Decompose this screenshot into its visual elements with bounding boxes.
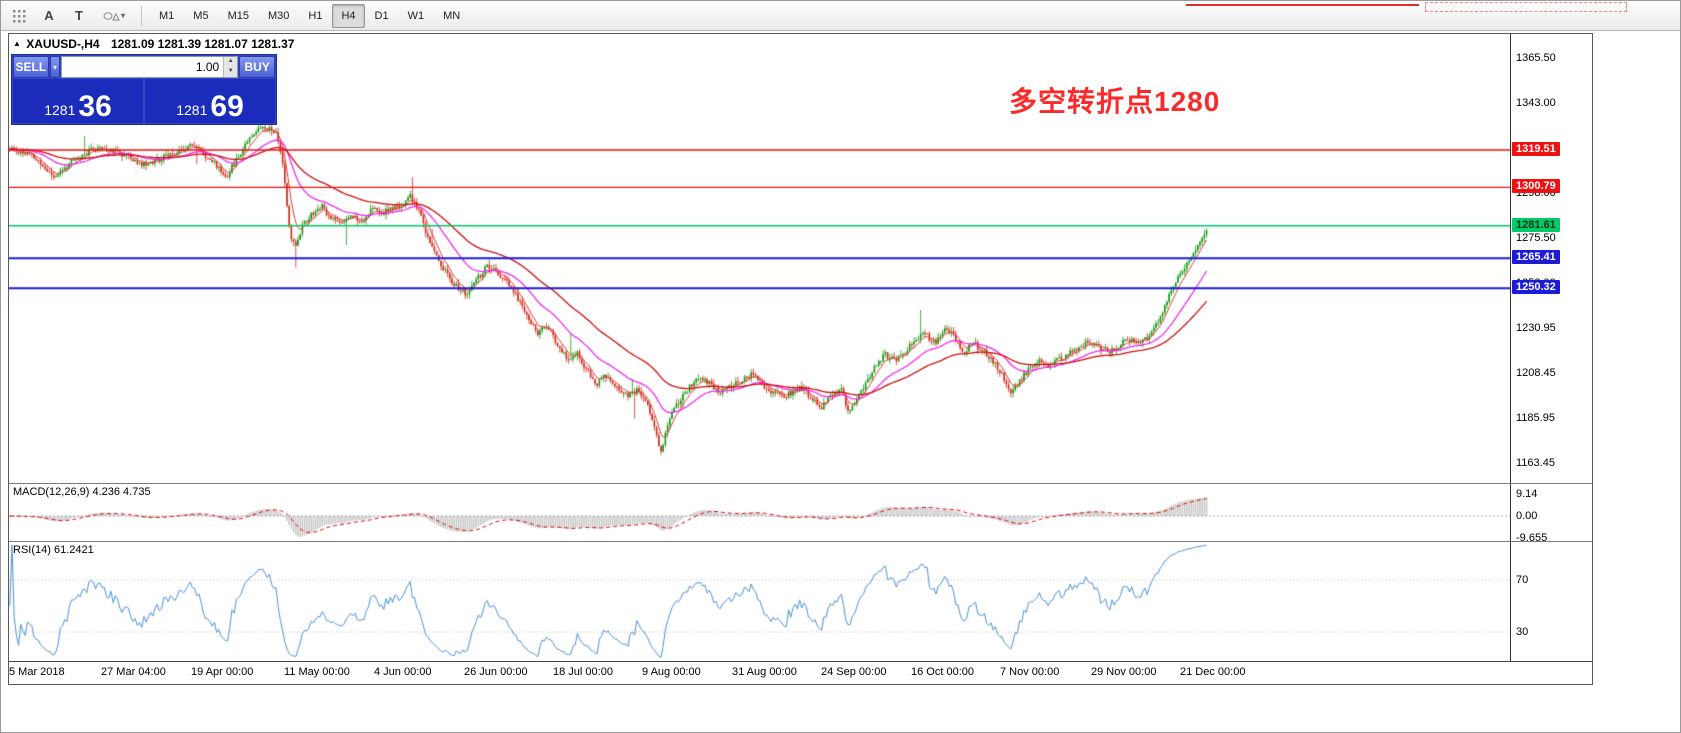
macd-canvas[interactable] [9,484,1510,541]
timeframe-button-m30[interactable]: M30 [267,9,290,22]
time-axis-label: 24 Sep 00:00 [821,666,887,678]
annotation-red-dashed-box [1425,2,1627,12]
rsi-axis-label: 70 [1516,574,1529,586]
toolbar: A T ▾ M1 M5 M15 M30 H1 H4 D1 W1 MN [1,1,1680,31]
text-label-icon: A [44,8,54,23]
price-level-tag: 1281.61 [1512,218,1560,232]
price-tick-label: 1343.00 [1516,97,1556,109]
shapes-icon [103,11,120,20]
time-axis-label: 9 Aug 00:00 [642,666,701,678]
text-icon: T [75,8,83,23]
macd-axis-label: 9.14 [1516,488,1538,500]
timeframe-group: M1 M5 M15 M30 H1 H4 D1 W1 MN [150,3,470,28]
price-tick-label: 1365.50 [1516,52,1556,64]
time-axis-label: 19 Apr 00:00 [191,666,254,678]
grid-tool-icon[interactable] [5,3,33,29]
time-axis-label: 18 Jul 00:00 [553,666,613,678]
macd-panel: MACD(12,26,9) 4.236 4.735 9.14 0.00 -9.655 [9,484,1592,544]
grid-icon [13,9,26,22]
time-axis-label: 29 Nov 00:00 [1091,666,1157,678]
rsi-canvas[interactable] [9,542,1510,661]
panel-separator[interactable] [9,483,1592,484]
panel-separator [9,661,1592,662]
ask-price-pips: 69 [210,90,244,123]
chart-symbol-label: XAUUSD-,H4 [26,37,100,51]
bid-price-main: 1281 [44,102,76,118]
ask-price-main: 1281 [176,102,208,118]
timeframe-button-d1[interactable]: D1 [374,9,389,22]
panel-separator[interactable] [9,541,1592,542]
price-tick-label: 1208.45 [1516,367,1556,379]
volume-decrease-button[interactable]: ▼ [224,67,238,77]
bid-price-pips: 36 [78,90,112,123]
text-tool-button[interactable]: T [65,3,93,29]
shapes-tool-button[interactable]: ▾ [95,3,133,29]
timeframe-button-mn[interactable]: MN [443,9,461,22]
one-click-trading-panel: SELL ▾ ▲ ▼ BUY 1281 36 [11,54,277,125]
time-axis-label: 16 Oct 00:00 [911,666,974,678]
price-tick-label: 1230.95 [1516,322,1556,334]
price-tick-label: 1275.50 [1516,232,1556,244]
annotation-red-line [1186,4,1419,6]
price-tick-label: 1163.45 [1516,457,1555,469]
timeframe-button-m15[interactable]: M15 [227,9,249,22]
time-axis-label: 31 Aug 00:00 [732,666,797,678]
price-level-tag: 1319.51 [1512,142,1560,156]
price-level-tag: 1300.79 [1512,179,1560,193]
main-chart-panel: ▲ XAUUSD-,H4 1281.09 1281.39 1281.07 128… [9,34,1592,483]
time-axis[interactable]: 5 Mar 2018 27 Mar 04:00 19 Apr 00:00 11 May… [9,662,1592,683]
rsi-label: RSI(14) 61.2421 [13,544,94,556]
chart-ohlc-values: 1281.09 1281.39 1281.07 1281.37 [110,37,295,51]
chevron-down-icon: ▾ [120,11,125,20]
macd-label: MACD(12,26,9) 4.236 4.735 [13,486,151,498]
timeframe-button-m1[interactable]: M1 [159,9,175,22]
symbol-triangle-icon: ▲ [13,39,21,48]
volume-field: ▲ ▼ [61,56,239,78]
price-tick-label: 1185.95 [1516,412,1555,424]
time-axis-label: 5 Mar 2018 [9,666,65,678]
time-axis-label: 26 Jun 00:00 [464,666,528,678]
volume-spinner: ▲ ▼ [223,57,238,77]
text-label-tool-button[interactable]: A [35,3,63,29]
time-axis-label: 27 Mar 04:00 [101,666,166,678]
time-axis-label: 4 Jun 00:00 [374,666,432,678]
volume-dropdown-button[interactable]: ▾ [49,56,61,78]
main-price-axis[interactable]: 1365.501343.001320.501298.001275.501253.… [1510,34,1592,483]
toolbar-separator [141,5,142,26]
timeframe-button-w1[interactable]: W1 [407,9,425,22]
ask-price-display[interactable]: 1281 69 [145,79,275,123]
rsi-panel: RSI(14) 61.2421 70 30 [9,542,1592,661]
time-axis-label: 21 Dec 00:00 [1180,666,1246,678]
volume-increase-button[interactable]: ▲ [224,57,238,67]
timeframe-button-h1[interactable]: H1 [308,9,323,22]
rsi-axis-label: 30 [1516,626,1529,638]
bid-price-display[interactable]: 1281 36 [13,79,143,123]
chart-window: ▲ XAUUSD-,H4 1281.09 1281.39 1281.07 128… [8,33,1593,685]
timeframe-button-m5[interactable]: M5 [193,9,209,22]
timeframe-button-h4[interactable]: H4 [332,3,365,28]
macd-axis-label: 0.00 [1516,510,1538,522]
volume-input[interactable] [62,57,224,77]
chart-annotation-text: 多空转折点1280 [1009,86,1221,117]
chart-title: ▲ XAUUSD-,H4 1281.09 1281.39 1281.07 128… [13,37,294,51]
buy-button[interactable]: BUY [239,56,275,78]
sell-button[interactable]: SELL [13,56,49,78]
macd-axis: 9.14 0.00 -9.655 [1510,484,1592,544]
price-level-tag: 1265.41 [1512,250,1560,264]
rsi-axis: 70 30 [1510,542,1592,661]
price-level-tag: 1250.32 [1512,280,1560,294]
time-axis-label: 11 May 00:00 [284,666,350,678]
time-axis-label: 7 Nov 00:00 [1000,666,1060,678]
